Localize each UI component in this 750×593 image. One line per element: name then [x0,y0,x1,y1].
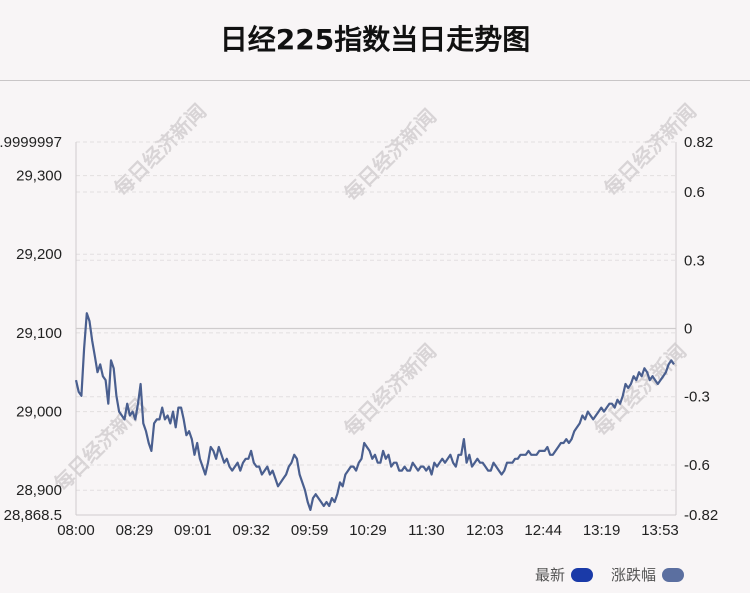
y-tick-label-left: 28,999,999.9999997 [0,134,62,151]
y-tick-label-right: -0.6 [684,457,710,474]
y-tick-label-right: 0.3 [684,252,705,269]
legend-item-latest[interactable]: 最新 [535,564,593,585]
y-tick-label-left: 29,200 [16,246,62,263]
watermark: 每日经济新闻 [339,339,441,441]
legend: 最新 涨跌幅 [517,564,684,585]
x-tick-label: 12:44 [524,522,562,539]
y-tick-label-left: 29,000 [16,404,62,421]
x-tick-label: 13:19 [583,522,621,539]
x-tick-label: 08:29 [116,522,154,539]
y-tick-label-right: 0 [684,321,692,338]
y-tick-label-right: 0.82 [684,134,713,151]
y-tick-label-left: 28,868.5 [4,507,62,524]
watermark: 每日经济新闻 [339,104,441,206]
legend-label-latest: 最新 [534,566,565,584]
y-tick-label-left: 29,100 [16,325,62,342]
y-tick-label-left: 28,900 [16,482,62,499]
x-tick-label: 09:32 [232,522,270,539]
series-line-latest [74,312,675,511]
y-tick-label-left: 29,300 [16,168,62,185]
legend-swatch-change [662,567,684,582]
chart-title: 日经225指数当日走势图 [219,23,531,56]
x-tick-label: 08:00 [57,522,95,539]
y-tick-label-right: -0.82 [684,507,718,524]
legend-label-change: 涨跌幅 [610,566,656,584]
watermark: 每日经济新闻 [49,394,151,496]
y-tick-label-right: -0.3 [684,389,710,406]
x-tick-label: 13:53 [641,522,679,539]
x-tick-label: 09:59 [291,522,329,539]
watermark: 每日经济新闻 [109,99,211,201]
title-divider [0,80,750,81]
legend-item-change[interactable]: 涨跌幅 [611,564,684,585]
x-tick-label: 10:29 [349,522,387,539]
x-tick-label: 12:03 [466,522,504,539]
legend-swatch-latest [570,567,593,582]
x-tick-label: 11:30 [408,522,444,539]
y-tick-label-right: 0.6 [684,184,705,201]
x-tick-label: 09:01 [174,522,212,539]
